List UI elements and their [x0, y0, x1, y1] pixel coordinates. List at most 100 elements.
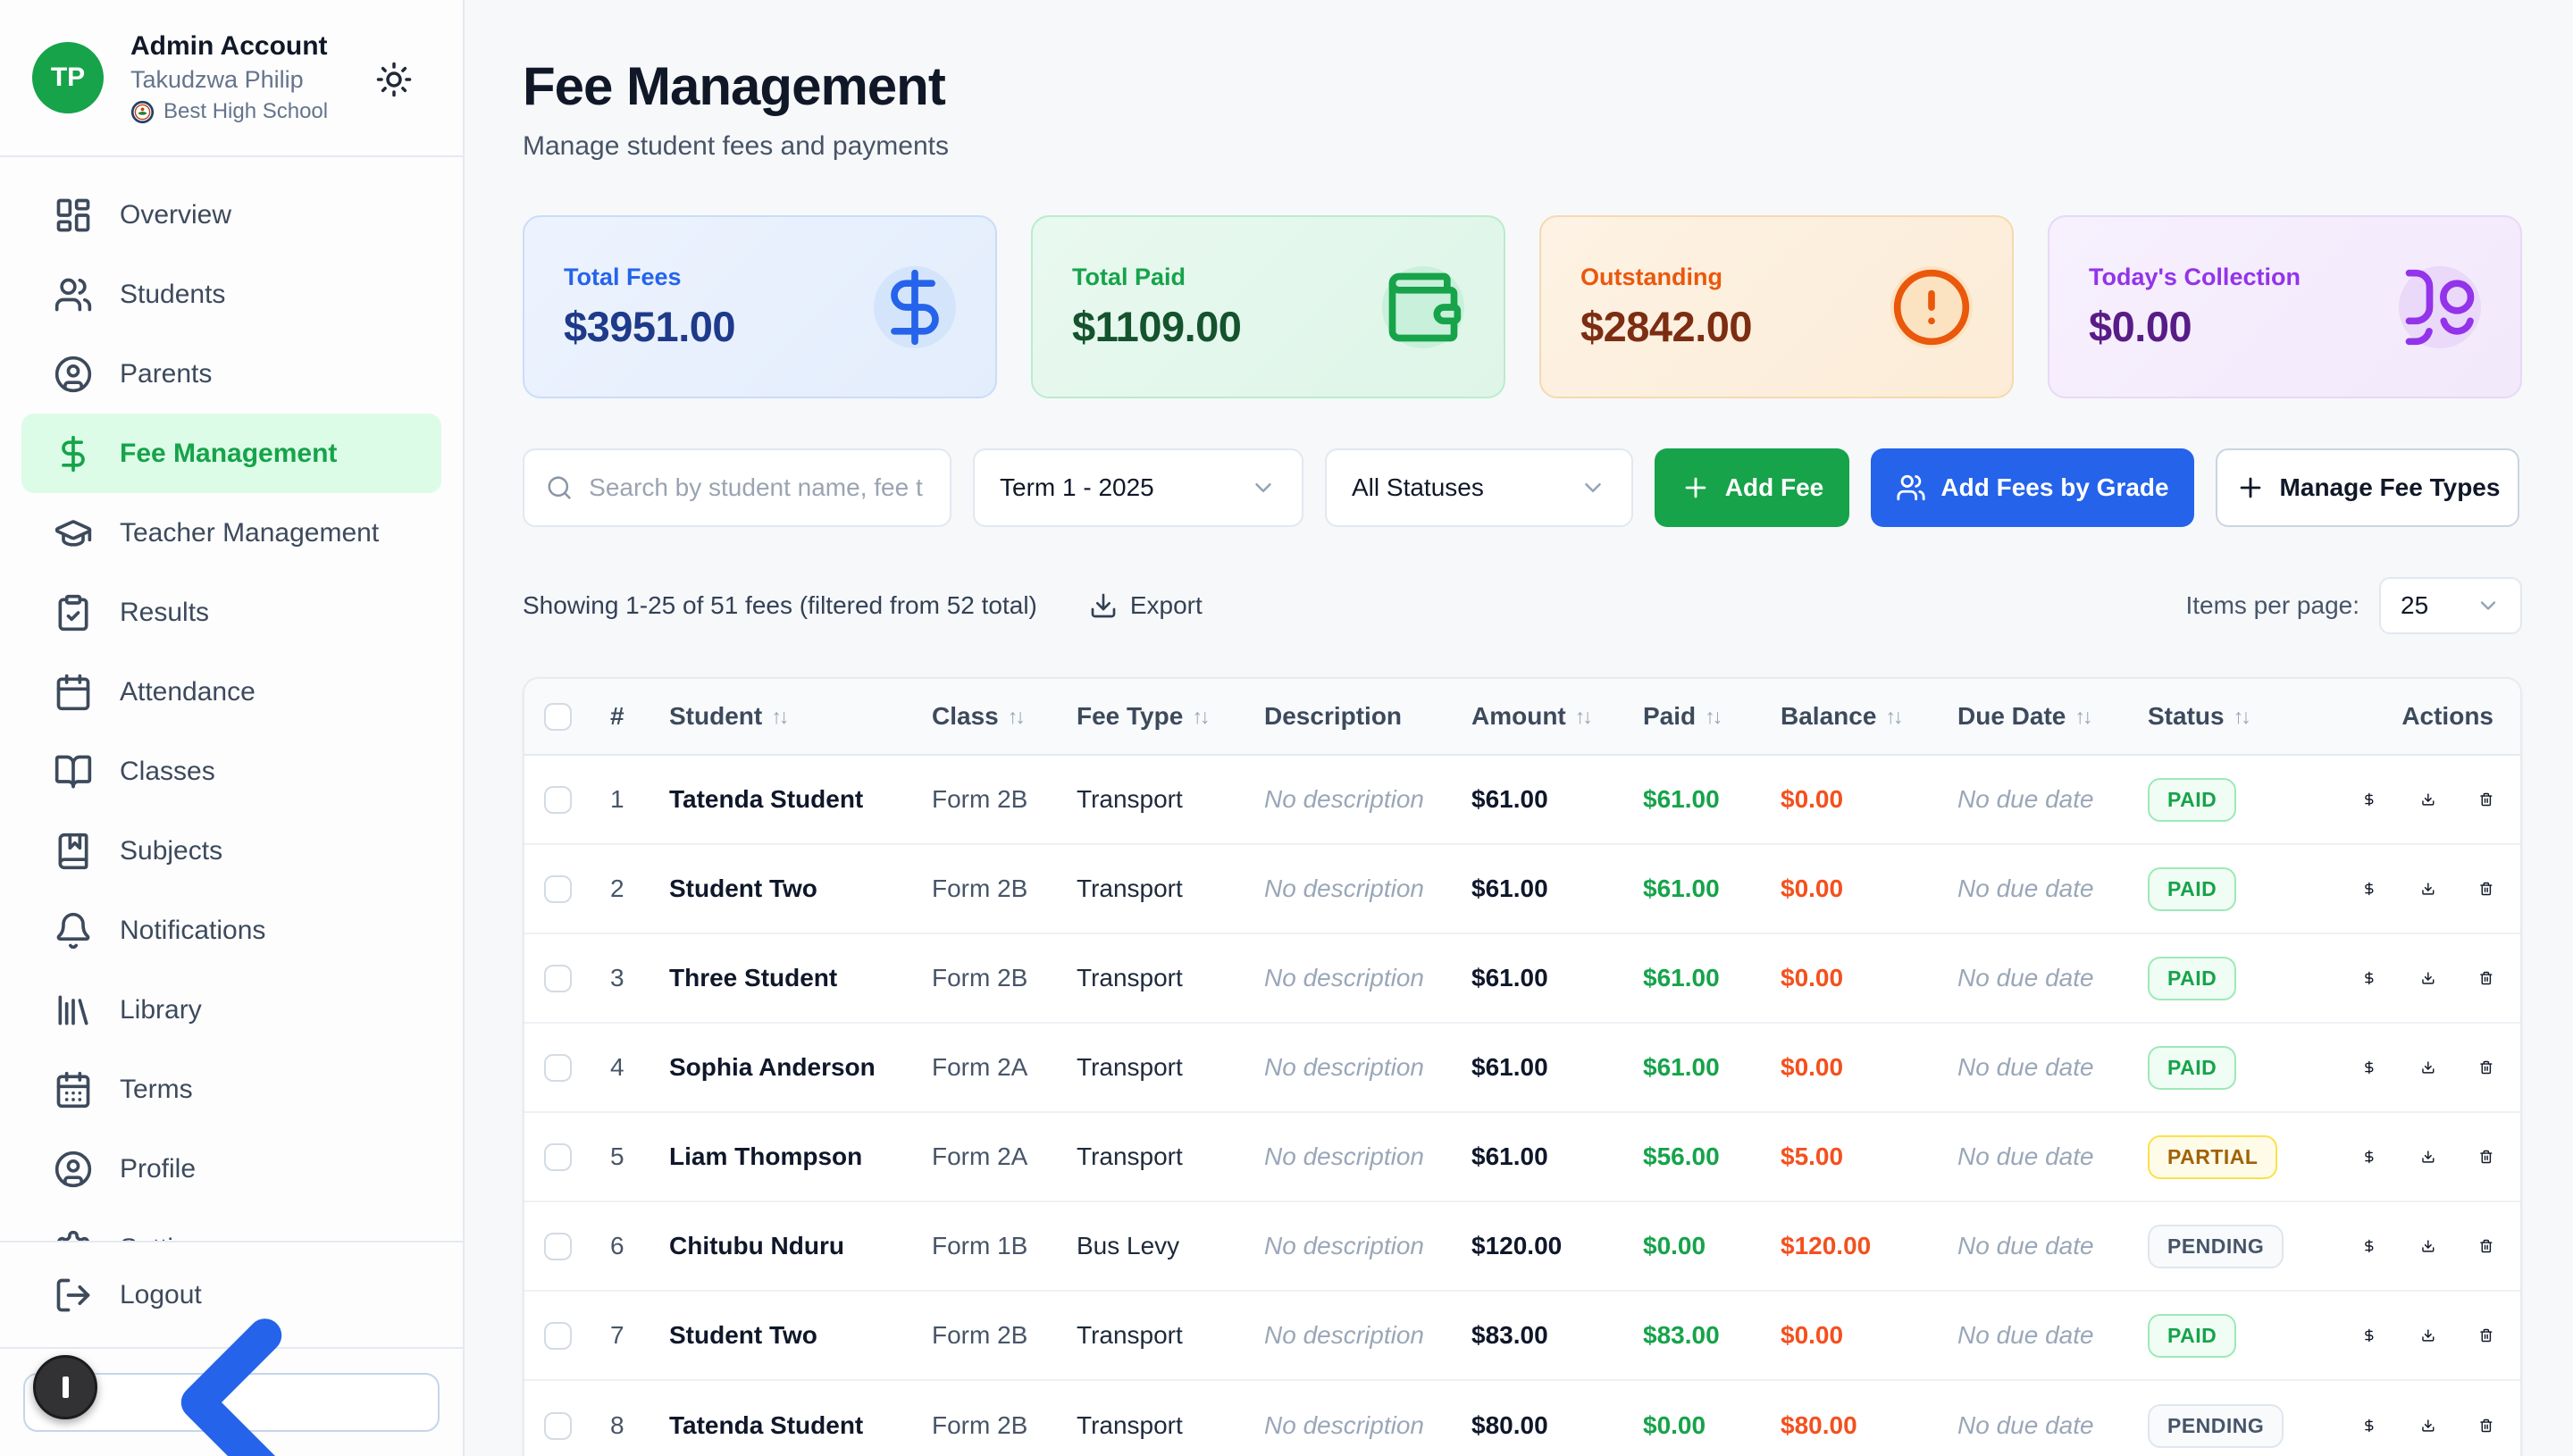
- term-select[interactable]: Term 1 - 2025: [973, 448, 1303, 527]
- download-receipt-button[interactable]: [2421, 1410, 2435, 1441]
- sidebar-item-attendance[interactable]: Attendance: [0, 652, 463, 732]
- row-checkbox[interactable]: [544, 1053, 572, 1082]
- sidebar-item-settings[interactable]: Settings: [0, 1209, 463, 1241]
- delete-fee-button[interactable]: [2479, 1231, 2493, 1261]
- row-checkbox[interactable]: [544, 785, 572, 814]
- manage-fee-types-button[interactable]: Manage Fee Types: [2216, 448, 2519, 527]
- row-checkbox[interactable]: [544, 1232, 572, 1260]
- fee-balance: $0.00: [1781, 874, 1844, 902]
- col-due-date[interactable]: Due Date ↑↓: [1957, 702, 2092, 730]
- fee-balance: $120.00: [1781, 1232, 1872, 1259]
- sidebar-item-profile[interactable]: Profile: [0, 1129, 463, 1209]
- table-header: # Student ↑↓ Class ↑↓ Fee Type ↑↓ Descripti…: [524, 679, 2520, 756]
- sidebar-item-parents[interactable]: Parents: [0, 334, 463, 414]
- download-receipt-button[interactable]: [2421, 963, 2435, 993]
- student-class: Form 2B: [932, 1321, 1028, 1349]
- fee-description: No description: [1264, 1142, 1424, 1170]
- status-badge: PAID: [2148, 1045, 2237, 1090]
- col-student[interactable]: Student ↑↓: [669, 702, 789, 730]
- sidebar-item-classes[interactable]: Classes: [0, 732, 463, 811]
- fee-due-date: No due date: [1957, 1142, 2094, 1170]
- plus-icon: [2235, 473, 2266, 503]
- delete-fee-button[interactable]: [2479, 1142, 2493, 1172]
- record-payment-button[interactable]: [2362, 1052, 2376, 1083]
- record-payment-button[interactable]: [2362, 963, 2376, 993]
- record-payment-button[interactable]: [2362, 874, 2376, 904]
- fee-description: No description: [1264, 1232, 1424, 1259]
- download-receipt-button[interactable]: [2421, 1142, 2435, 1172]
- download-receipt-button[interactable]: [2421, 1052, 2435, 1083]
- record-payment-button[interactable]: [2362, 784, 2376, 815]
- row-checkbox[interactable]: [544, 964, 572, 992]
- row-checkbox[interactable]: [544, 1411, 572, 1440]
- col-status[interactable]: Status ↑↓: [2148, 702, 2251, 730]
- status-select[interactable]: All Statuses: [1325, 448, 1633, 527]
- col-fee-type[interactable]: Fee Type ↑↓: [1077, 702, 1210, 730]
- fee-amount: $83.00: [1471, 1321, 1548, 1349]
- download-receipt-button[interactable]: [2421, 1231, 2435, 1261]
- sidebar-item-teacher-management[interactable]: Teacher Management: [0, 493, 463, 573]
- logout-button[interactable]: Logout: [0, 1276, 463, 1315]
- filter-bar: Term 1 - 2025 All Statuses Add Fee Add F…: [523, 448, 2522, 527]
- fee-amount: $61.00: [1471, 964, 1548, 992]
- col-class[interactable]: Class ↑↓: [932, 702, 1026, 730]
- floating-widget-glyph: [62, 1377, 69, 1398]
- delete-fee-button[interactable]: [2479, 1410, 2493, 1441]
- select-all-checkbox[interactable]: [544, 702, 572, 731]
- fee-type: Bus Levy: [1077, 1232, 1180, 1259]
- add-fees-by-grade-button[interactable]: Add Fees by Grade: [1871, 448, 2194, 527]
- row-checkbox[interactable]: [544, 1321, 572, 1350]
- floating-widget-button[interactable]: [33, 1355, 97, 1419]
- add-fees-by-grade-label: Add Fees by Grade: [1940, 473, 2169, 501]
- record-payment-button[interactable]: [2362, 1231, 2376, 1261]
- add-fee-label: Add Fee: [1724, 473, 1824, 501]
- fee-due-date: No due date: [1957, 785, 2094, 813]
- stat-card-todays-collection: Today's Collection $0.00: [2048, 215, 2522, 398]
- download-receipt-button[interactable]: [2421, 1320, 2435, 1351]
- fee-due-date: No due date: [1957, 1232, 2094, 1259]
- sidebar-item-fee-management[interactable]: Fee Management: [21, 414, 441, 493]
- export-button[interactable]: Export: [1089, 591, 1203, 620]
- fee-amount: $61.00: [1471, 874, 1548, 902]
- stat-value: $2842.00: [1580, 302, 1753, 350]
- showing-text: Showing 1-25 of 51 fees (filtered from 5…: [523, 591, 1037, 619]
- sidebar-item-library[interactable]: Library: [0, 970, 463, 1050]
- row-number: 3: [610, 964, 624, 992]
- search-input[interactable]: [589, 473, 928, 502]
- download-receipt-button[interactable]: [2421, 784, 2435, 815]
- sidebar-item-overview[interactable]: Overview: [0, 175, 463, 255]
- col-amount[interactable]: Amount ↑↓: [1471, 702, 1593, 730]
- download-receipt-button[interactable]: [2421, 874, 2435, 904]
- library-icon: [54, 991, 93, 1030]
- fee-balance: $0.00: [1781, 964, 1844, 992]
- record-payment-button[interactable]: [2362, 1410, 2376, 1441]
- row-checkbox[interactable]: [544, 1142, 572, 1171]
- student-class: Form 2B: [932, 785, 1028, 813]
- delete-fee-button[interactable]: [2479, 1320, 2493, 1351]
- fee-description: No description: [1264, 1053, 1424, 1081]
- user-circle-icon: [54, 355, 93, 394]
- student-name: Sophia Anderson: [669, 1053, 876, 1081]
- delete-fee-button[interactable]: [2479, 874, 2493, 904]
- sidebar-item-results[interactable]: Results: [0, 573, 463, 652]
- sidebar-item-terms[interactable]: Terms: [0, 1050, 463, 1129]
- sidebar-item-notifications[interactable]: Notifications: [0, 891, 463, 970]
- row-checkbox[interactable]: [544, 874, 572, 903]
- record-payment-button[interactable]: [2362, 1142, 2376, 1172]
- status-select-value: All Statuses: [1352, 473, 1484, 501]
- delete-fee-button[interactable]: [2479, 784, 2493, 815]
- items-per-page-select[interactable]: 25: [2379, 577, 2522, 634]
- sidebar-item-students[interactable]: Students: [0, 255, 463, 334]
- add-fee-button[interactable]: Add Fee: [1655, 448, 1849, 527]
- table-row: 6 Chitubu Nduru Form 1B Bus Levy No descript…: [524, 1202, 2520, 1292]
- logout-icon: [54, 1276, 93, 1315]
- sidebar-item-subjects[interactable]: Subjects: [0, 811, 463, 891]
- status-badge: PENDING: [2148, 1224, 2284, 1268]
- sun-icon[interactable]: [375, 61, 413, 98]
- delete-fee-button[interactable]: [2479, 963, 2493, 993]
- col-paid[interactable]: Paid ↑↓: [1643, 702, 1722, 730]
- record-payment-button[interactable]: [2362, 1320, 2376, 1351]
- col-balance[interactable]: Balance ↑↓: [1781, 702, 1903, 730]
- fee-type: Transport: [1077, 1142, 1183, 1170]
- delete-fee-button[interactable]: [2479, 1052, 2493, 1083]
